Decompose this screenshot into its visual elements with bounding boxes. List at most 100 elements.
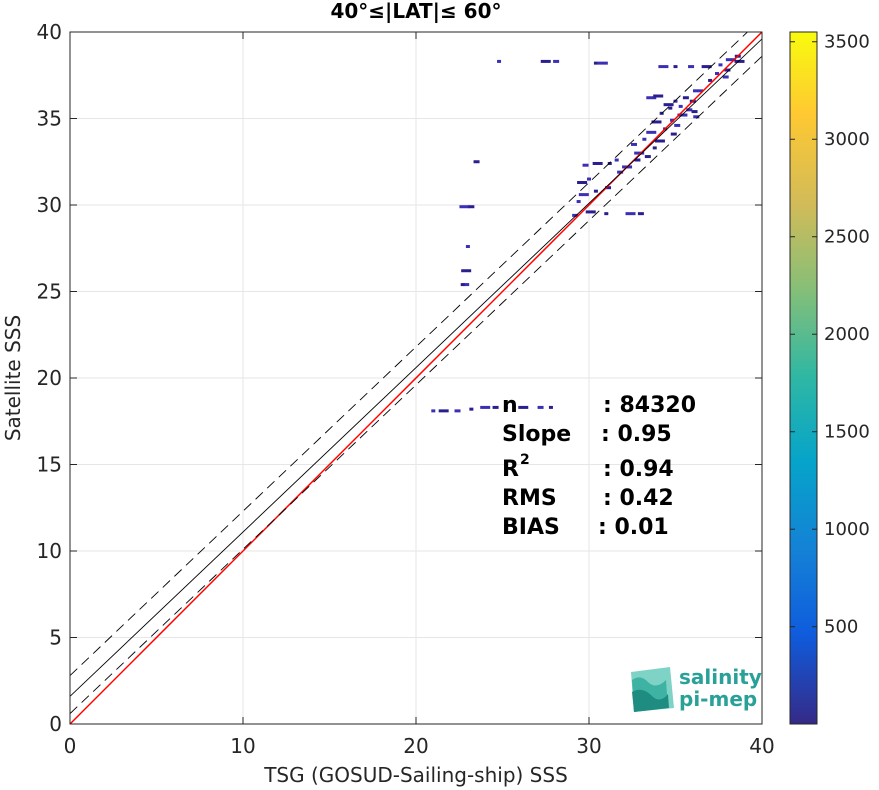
data-point	[652, 146, 657, 150]
data-point	[637, 212, 644, 216]
data-point	[518, 405, 529, 409]
y-tick-label: 15	[37, 453, 62, 477]
data-point	[576, 200, 581, 204]
data-point	[607, 161, 612, 165]
data-point	[670, 132, 677, 136]
data-point	[625, 212, 636, 216]
x-axis-label: TSG (GOSUD-Sailing-ship) SSS	[263, 763, 568, 787]
wave-icon	[631, 667, 674, 712]
stat-n-label: n	[502, 393, 518, 418]
data-point	[653, 94, 664, 98]
y-tick-label: 10	[37, 539, 62, 563]
salinity-logo: salinity pi-mep	[631, 665, 762, 712]
data-point	[540, 59, 551, 63]
y-tick-label: 35	[37, 107, 62, 131]
colorbar-tick-label: 2000	[824, 324, 870, 345]
data-point	[431, 409, 436, 413]
data-point	[605, 186, 612, 190]
colorbar-tick-label: 1000	[824, 519, 870, 540]
colorbar-ticks: 500 1000 1500 2000 2500 3000 3500	[790, 32, 870, 638]
data-point	[465, 245, 470, 249]
data-point	[473, 160, 480, 164]
data-point	[553, 59, 560, 63]
stats-box: n : 84320 Slope : 0.95 R 2 : 0.94 RMS : …	[502, 393, 696, 540]
data-point	[634, 158, 641, 162]
data-point	[646, 96, 657, 100]
data-point	[577, 181, 588, 185]
x-tick-label: 40	[749, 734, 774, 758]
data-point	[682, 96, 689, 100]
data-point	[587, 177, 591, 181]
data-point	[634, 151, 645, 155]
data-point	[701, 65, 712, 69]
data-point	[708, 78, 713, 82]
y-tick-label: 0	[49, 712, 62, 736]
data-point	[459, 205, 470, 209]
data-point	[670, 118, 675, 122]
data-point	[438, 409, 449, 413]
data-point	[503, 405, 508, 409]
data-point	[673, 65, 678, 69]
x-tick-label: 30	[576, 734, 601, 758]
colorbar	[789, 31, 818, 725]
chart-title: 40°≤|LAT|≤ 60°	[330, 0, 501, 23]
y-tick-label: 40	[37, 20, 62, 44]
data-point	[718, 63, 723, 67]
data-point	[693, 115, 700, 119]
data-point	[454, 409, 461, 413]
data-point	[463, 283, 470, 287]
data-point	[674, 123, 681, 127]
data-point	[668, 106, 673, 110]
y-tick-label: 25	[37, 280, 62, 304]
stat-r2-label: R	[502, 457, 519, 482]
data-point	[663, 103, 674, 107]
data-point	[469, 407, 474, 411]
data-point	[585, 210, 596, 214]
data-point	[722, 75, 729, 79]
data-point	[604, 212, 609, 216]
axis-ticks: 0 10 20 30 40 0 5 10 15 20 25 30 35 40	[37, 20, 775, 758]
data-point	[468, 205, 475, 209]
regression-line	[70, 38, 762, 697]
data-point	[617, 170, 624, 174]
data-point	[642, 137, 647, 141]
stat-n-value: : 84320	[603, 393, 696, 418]
data-point	[658, 65, 669, 69]
data-point	[654, 139, 665, 143]
data-point	[692, 89, 703, 93]
data-point	[460, 283, 465, 287]
data-point	[461, 269, 472, 273]
colorbar-tick-label: 3500	[824, 32, 870, 53]
data-point	[724, 68, 731, 72]
data-point	[548, 405, 553, 409]
data-point	[492, 405, 499, 409]
stat-slope-label: Slope	[502, 422, 571, 447]
data-point	[734, 59, 745, 63]
x-tick-label: 10	[230, 734, 255, 758]
y-tick-label: 20	[37, 366, 62, 390]
data-point	[614, 158, 619, 162]
data-point	[593, 61, 598, 65]
data-point	[537, 405, 544, 409]
data-point	[644, 155, 651, 159]
data-point	[497, 59, 502, 63]
colorbar-tick-label: 500	[824, 617, 858, 638]
data-point	[688, 65, 695, 69]
stat-rms-label: RMS	[502, 486, 557, 511]
stat-r2-value: : 0.94	[603, 457, 674, 482]
y-tick-label: 5	[49, 626, 62, 650]
logo-line1: salinity	[679, 665, 762, 689]
stat-bias-label: BIAS	[502, 515, 560, 540]
colorbar-tick-label: 3000	[824, 129, 870, 150]
data-point	[691, 110, 698, 114]
colorbar-tick-label: 2500	[824, 227, 870, 248]
y-tick-label: 30	[37, 193, 62, 217]
one-to-one-line	[70, 32, 762, 724]
x-tick-label: 20	[403, 734, 428, 758]
data-point	[578, 193, 589, 197]
data-point	[725, 58, 736, 62]
data-point	[678, 104, 683, 108]
fit-lines	[70, 32, 762, 724]
data-point	[651, 120, 662, 124]
